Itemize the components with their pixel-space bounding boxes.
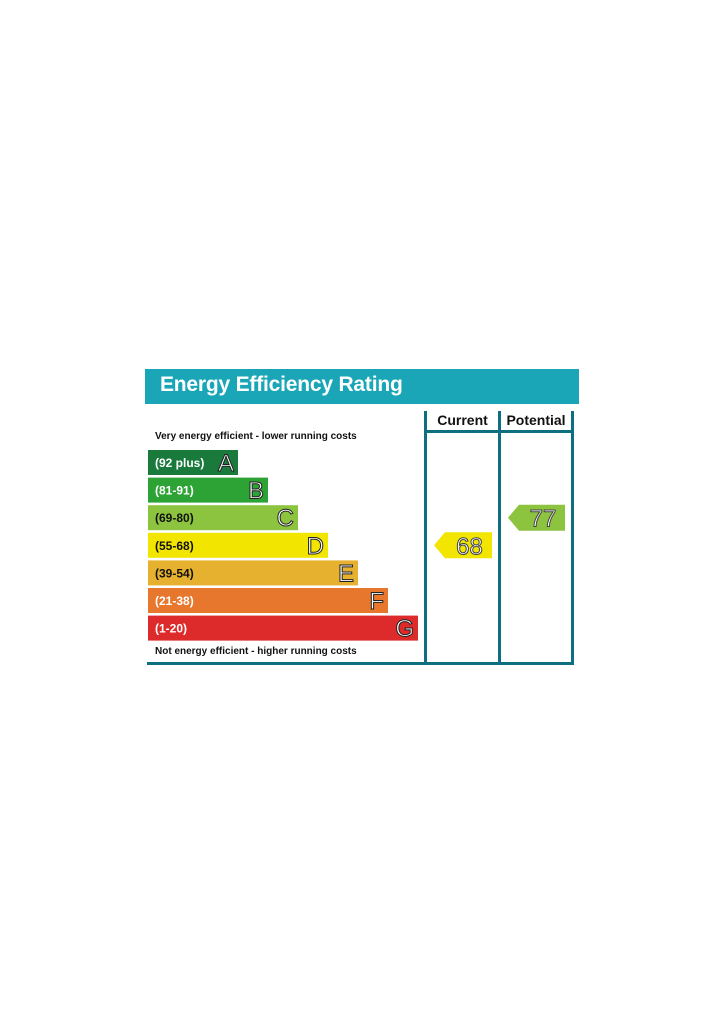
band-range-label: (55-68) — [155, 539, 194, 553]
band-range-label: (1-20) — [155, 622, 187, 636]
band-range-label: (92 plus) — [155, 456, 204, 470]
frame-divider-right — [571, 411, 574, 664]
header-underline — [424, 430, 574, 433]
band-range-label: (21-38) — [155, 594, 194, 608]
current-rating-value: 68 — [456, 533, 483, 560]
band-letter: A — [218, 450, 234, 477]
chart-title: Energy Efficiency Rating — [160, 373, 403, 396]
band-range-label: (69-80) — [155, 511, 194, 525]
column-header-current: Current — [437, 412, 488, 428]
band-letter: F — [369, 588, 384, 615]
bottom-caption: Not energy efficient - higher running co… — [155, 646, 357, 657]
band-range-label: (81-91) — [155, 484, 194, 498]
band-range-label: (39-54) — [155, 566, 194, 580]
top-caption: Very energy efficient - lower running co… — [155, 431, 357, 442]
frame-divider-left — [424, 411, 427, 664]
band-letter: E — [338, 560, 354, 587]
band-bar-a — [148, 450, 238, 475]
band-bar-b — [148, 477, 268, 503]
potential-rating-value: 77 — [530, 506, 557, 533]
band-bar-c — [148, 505, 298, 531]
column-header-potential: Potential — [506, 412, 566, 428]
rating-bands-svg: (92 plus) A (81-91) B (69-80) C (55-68) D (39-54… — [148, 450, 565, 643]
frame-bottom — [147, 662, 574, 665]
energy-efficiency-rating-chart: Energy Efficiency Rating Current Potenti… — [145, 369, 580, 667]
band-bar-e — [148, 560, 358, 586]
band-bar-g — [148, 615, 418, 641]
frame-divider-middle — [498, 411, 501, 664]
band-bar-d — [148, 532, 328, 558]
band-bar-f — [148, 588, 388, 613]
band-letter: C — [277, 505, 294, 532]
band-letter: B — [248, 478, 264, 505]
potential-rating-arrow — [508, 504, 565, 531]
band-letter: D — [307, 533, 324, 560]
band-letter: G — [395, 616, 414, 643]
current-rating-arrow — [434, 532, 492, 559]
title-bar: Energy Efficiency Rating — [145, 369, 579, 404]
